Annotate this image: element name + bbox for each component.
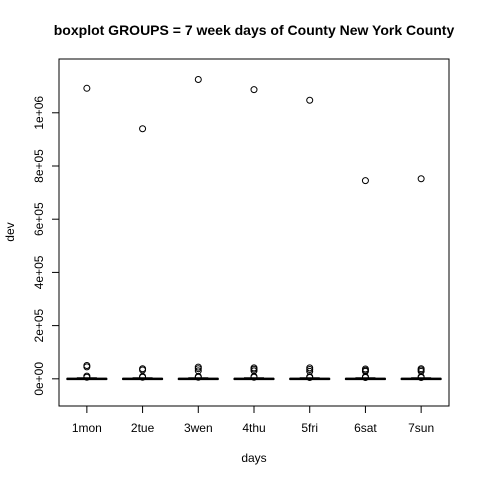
outlier-point <box>417 373 425 381</box>
outlier-point <box>83 84 91 92</box>
outlier-point <box>83 363 91 371</box>
outlier-point <box>361 177 369 185</box>
outlier-point <box>83 373 91 381</box>
x-tick-label: 2tue <box>131 421 155 435</box>
outlier-point <box>361 373 369 381</box>
outlier-point <box>139 125 147 133</box>
y-tick-label: 8e+05 <box>32 149 46 183</box>
outlier-point <box>306 96 314 104</box>
outlier-point <box>194 76 202 84</box>
box-group-2tue <box>122 125 164 381</box>
y-tick-label: 2e+05 <box>32 308 46 342</box>
box-group-3wen <box>177 76 219 381</box>
x-tick-label: 6sat <box>354 421 377 435</box>
y-tick-label: 6e+05 <box>32 202 46 236</box>
x-tick-label: 7sun <box>408 421 434 435</box>
outlier-point <box>250 86 258 94</box>
x-tick-label: 5fri <box>301 421 318 435</box>
y-tick-label: 1e+06 <box>32 96 46 130</box>
y-tick-label: 0e+00 <box>32 362 46 396</box>
outlier-point <box>139 373 147 381</box>
outlier-point <box>250 373 258 381</box>
y-tick-label: 4e+05 <box>32 255 46 289</box>
outlier-point <box>194 365 202 373</box>
outlier-point <box>417 175 425 183</box>
y-axis: 0e+00 2e+05 4e+05 6e+05 8e+05 1e+06 <box>32 96 60 396</box>
x-axis-label: days <box>241 451 266 465</box>
x-tick-label: 1mon <box>72 421 102 435</box>
box-group-5fri <box>289 96 331 381</box>
x-tick-label: 4thu <box>242 421 265 435</box>
outlier-point <box>306 373 314 381</box>
box-group-1mon <box>66 84 108 381</box>
x-axis: 1mon 2tue 3wen 4thu 5fri 6sat 7sun <box>72 405 434 435</box>
outlier-point <box>306 366 314 374</box>
box-group-4thu <box>233 86 275 381</box>
box-group-6sat <box>344 177 386 381</box>
box-series <box>66 76 442 381</box>
outlier-point <box>194 373 202 381</box>
y-axis-label: dev <box>3 222 17 241</box>
chart-title: boxplot GROUPS = 7 week days of County N… <box>54 22 455 38</box>
x-tick-label: 3wen <box>184 421 213 435</box>
box-group-7sun <box>400 175 442 381</box>
plot-frame <box>58 58 450 407</box>
